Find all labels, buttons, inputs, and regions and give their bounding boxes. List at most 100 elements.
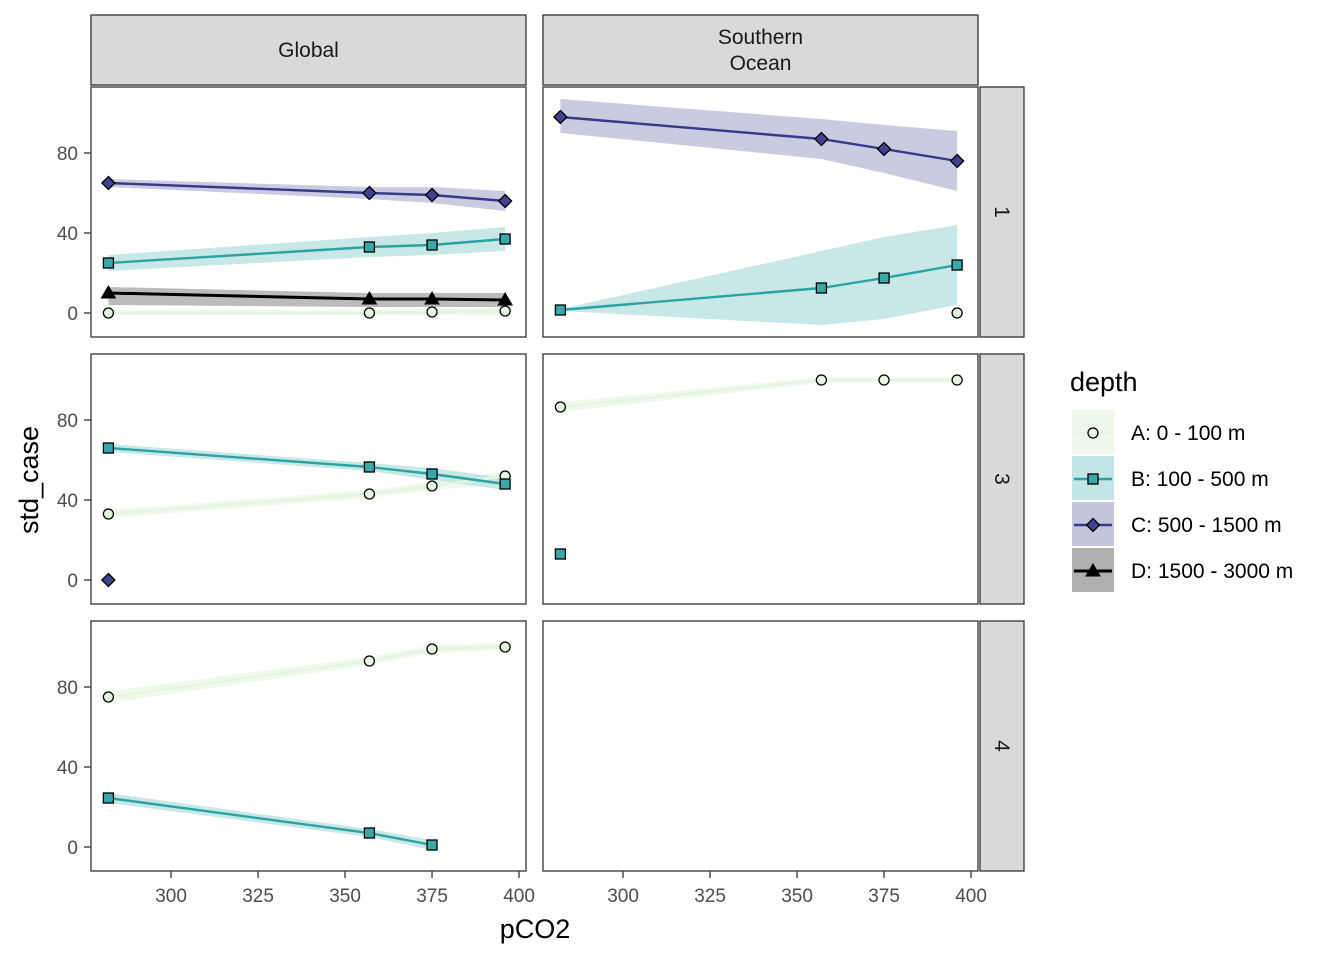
panel-background <box>543 354 978 604</box>
panel-background <box>91 621 526 871</box>
strip-label: 1 <box>990 206 1013 218</box>
panel-1-0 <box>542 86 979 338</box>
point-B <box>363 461 376 473</box>
point-C <box>813 131 829 147</box>
point-B <box>815 282 828 294</box>
y-tick-label: 40 <box>57 491 78 512</box>
point-B <box>102 442 115 454</box>
x-tick-label: 325 <box>242 886 274 907</box>
series-line-B <box>560 263 958 312</box>
x-tick-label: 400 <box>503 886 535 907</box>
ribbon-B <box>108 227 506 271</box>
point-B <box>426 468 438 480</box>
point-B <box>363 827 376 839</box>
axes-layer: 0 40 80 0 40 80 0 40 80 300 325 350 375 400 300 325 350 3… <box>57 144 987 907</box>
point-A <box>102 508 115 520</box>
panel-1-1 <box>542 353 979 605</box>
series-line-B <box>108 237 506 265</box>
point-B <box>878 272 890 284</box>
series-line-C <box>108 181 506 203</box>
point-A <box>951 374 963 386</box>
row-strip-2: 4 <box>979 620 1025 872</box>
panel-border <box>90 86 527 338</box>
point-C <box>552 109 568 125</box>
point-B <box>426 839 438 851</box>
row-strip-0: 1 <box>979 86 1025 338</box>
y-tick-label: 80 <box>57 678 78 699</box>
y-tick-label: 0 <box>67 304 78 325</box>
point-B <box>951 259 963 271</box>
series-line-A <box>108 474 506 516</box>
point-A <box>878 374 890 386</box>
point-B <box>426 239 438 251</box>
y-tick-label: 0 <box>67 838 78 859</box>
point-D <box>361 291 378 305</box>
point-C <box>100 175 116 191</box>
legend-label: A: 0 - 100 m <box>1131 422 1245 445</box>
panels-layer <box>90 86 979 872</box>
legend-label: D: 1500 - 3000 m <box>1131 560 1293 583</box>
x-axis-title: pCO2 <box>500 914 571 944</box>
point-C <box>424 187 440 203</box>
x-tick-label: 350 <box>781 886 813 907</box>
point-A <box>363 488 376 500</box>
point-A <box>426 643 438 655</box>
strip-label: Southern Ocean <box>718 26 803 75</box>
strip-background <box>979 620 1025 872</box>
point-D <box>497 292 513 306</box>
col-strip-0: Global <box>90 14 527 86</box>
point-B <box>554 548 567 560</box>
ribbon-B <box>108 793 433 850</box>
x-tick-label: 375 <box>868 886 900 907</box>
point-B <box>363 241 376 253</box>
point-B <box>554 304 567 316</box>
point-B <box>499 233 511 245</box>
y-tick-label: 0 <box>67 571 78 592</box>
panel-0-0 <box>90 86 527 338</box>
legend-key-marker <box>1087 473 1099 485</box>
point-B <box>102 257 115 269</box>
y-tick-label: 80 <box>57 411 78 432</box>
point-C <box>100 572 116 588</box>
point-C <box>876 141 892 157</box>
x-tick-label: 325 <box>694 886 726 907</box>
legend-entry-B: B: 100 - 500 m <box>1072 456 1269 500</box>
point-A <box>951 307 963 319</box>
strip-label: 3 <box>990 473 1013 485</box>
ribbon-C <box>560 99 958 191</box>
point-A <box>554 401 567 413</box>
y-tick-label: 40 <box>57 224 78 245</box>
panel-border <box>90 620 527 872</box>
x-tick-label: 400 <box>955 886 987 907</box>
legend-key-marker <box>1085 563 1101 577</box>
point-D <box>100 285 117 299</box>
strip-background <box>979 353 1025 605</box>
x-tick-label: 350 <box>329 886 361 907</box>
series-line-A <box>108 645 506 699</box>
strip-background <box>979 86 1025 338</box>
y-tick-label: 40 <box>57 758 78 779</box>
point-A <box>426 306 438 318</box>
point-A <box>499 305 511 317</box>
legend-entry-D: D: 1500 - 3000 m <box>1072 548 1293 592</box>
legend-key-marker <box>1087 427 1099 439</box>
legend-entry-C: C: 500 - 1500 m <box>1072 502 1282 546</box>
ribbon-A <box>108 643 506 703</box>
x-tick-label: 375 <box>416 886 448 907</box>
panel-border <box>542 353 979 605</box>
point-A <box>102 691 115 703</box>
legend-title: depth <box>1070 367 1138 397</box>
strip-background <box>90 14 527 86</box>
strip-label: Global <box>278 39 339 62</box>
point-C <box>497 193 513 209</box>
legend-key-marker <box>1085 517 1101 533</box>
point-A <box>363 307 376 319</box>
point-C <box>949 153 965 169</box>
point-A <box>363 655 376 667</box>
series-line-B <box>108 446 506 486</box>
point-A <box>102 307 115 319</box>
strip-label: 4 <box>990 740 1013 752</box>
panel-0-2 <box>90 620 527 872</box>
y-axis-title: std_case <box>14 426 44 534</box>
